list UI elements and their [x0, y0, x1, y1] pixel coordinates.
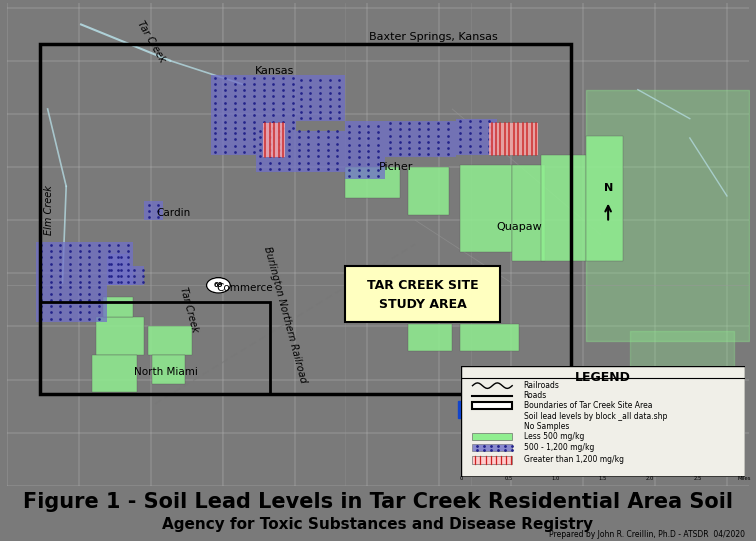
Text: Baxter Springs, Kansas: Baxter Springs, Kansas [369, 31, 498, 42]
Bar [586, 136, 623, 261]
Bar [472, 444, 512, 451]
Text: Tar Creek: Tar Creek [135, 19, 168, 64]
Text: Roads: Roads [523, 391, 547, 400]
Text: Soil lead levels by block _all data.shp: Soil lead levels by block _all data.shp [523, 412, 667, 421]
Bar [296, 75, 345, 121]
Text: Commerce: Commerce [216, 283, 273, 293]
Text: LEGEND: LEGEND [575, 371, 631, 384]
Text: Less 500 mg/kg: Less 500 mg/kg [523, 432, 584, 441]
Text: 2.5: 2.5 [693, 476, 702, 481]
Text: STUDY AREA: STUDY AREA [379, 299, 466, 312]
Bar [144, 201, 163, 220]
Text: Boundaries of Tar Creek Site Area: Boundaries of Tar Creek Site Area [523, 401, 652, 410]
Bar [148, 326, 192, 355]
Text: Figure 1 - Soil Lead Levels in Tar Creek Residential Area Soil: Figure 1 - Soil Lead Levels in Tar Creek… [23, 492, 733, 512]
Bar [458, 401, 491, 418]
Bar [107, 254, 129, 285]
Bar [211, 131, 256, 155]
Bar [211, 75, 296, 131]
Bar [407, 167, 448, 215]
Text: Burlington Northern Railroad: Burlington Northern Railroad [262, 245, 308, 384]
Text: Elm Creek: Elm Creek [44, 186, 54, 235]
Bar [456, 118, 497, 155]
Text: Quapaw: Quapaw [496, 222, 542, 232]
Bar [489, 123, 538, 155]
Text: TAR CREEK SITE: TAR CREEK SITE [367, 279, 479, 292]
Text: 0.5: 0.5 [504, 476, 513, 481]
Text: Greater than 1,200 mg/kg: Greater than 1,200 mg/kg [523, 456, 624, 465]
Text: Agency for Toxic Substances and Disease Registry: Agency for Toxic Substances and Disease … [163, 517, 593, 532]
Bar [472, 402, 512, 409]
Text: Picher: Picher [380, 162, 414, 172]
Text: Tar Creek: Tar Creek [178, 286, 200, 333]
Text: 500 - 1,200 mg/kg: 500 - 1,200 mg/kg [523, 443, 594, 452]
Text: Kansas: Kansas [254, 67, 294, 76]
Bar [40, 302, 271, 394]
Bar [345, 121, 386, 179]
Bar [541, 155, 586, 261]
Bar [36, 285, 107, 321]
Text: Railroads: Railroads [523, 381, 559, 390]
Bar [386, 121, 456, 157]
Text: 2.0: 2.0 [646, 476, 655, 481]
Bar [460, 164, 512, 252]
Text: Miles: Miles [738, 476, 751, 481]
Text: Prepared by John R. Creillin, Ph.D - ATSDR  04/2020: Prepared by John R. Creillin, Ph.D - ATS… [549, 530, 745, 539]
Circle shape [206, 278, 231, 293]
Bar [256, 131, 345, 172]
Bar [104, 298, 133, 316]
Bar [151, 355, 185, 384]
Text: N: N [603, 182, 613, 193]
Text: No Samples: No Samples [523, 422, 569, 431]
Bar [345, 167, 400, 199]
Text: 1.5: 1.5 [599, 476, 607, 481]
Bar [472, 457, 512, 464]
Bar [472, 433, 512, 440]
Text: Cardin: Cardin [156, 208, 191, 218]
Bar [129, 266, 144, 285]
Bar [407, 324, 452, 351]
Bar [96, 316, 144, 355]
Bar [512, 164, 545, 261]
Bar [40, 44, 571, 394]
Bar [460, 324, 519, 351]
Text: 44: 44 [469, 405, 480, 414]
Bar [263, 123, 285, 157]
Bar [345, 266, 500, 321]
Bar [36, 242, 133, 285]
Text: 0: 0 [460, 476, 463, 481]
Text: 69: 69 [214, 282, 223, 288]
Text: 1.0: 1.0 [551, 476, 560, 481]
Text: North Miami: North Miami [135, 367, 198, 377]
Bar [92, 355, 137, 392]
